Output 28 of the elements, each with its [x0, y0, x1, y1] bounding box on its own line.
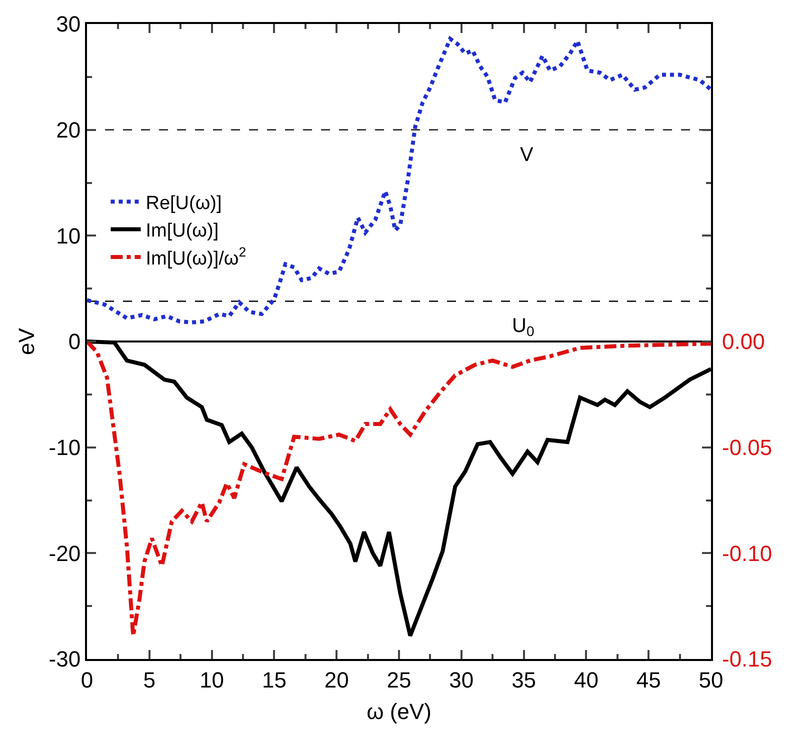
- y2-tick-label: -0.05: [722, 435, 772, 460]
- y-tick-label: -30: [48, 646, 81, 672]
- y-tick-label: 30: [56, 12, 81, 37]
- x-tick-label: 20: [324, 667, 349, 692]
- y2-tick-label: 0.00: [722, 329, 765, 354]
- x-tick-label: 10: [200, 667, 224, 692]
- legend-label: Re[U(ω)]: [146, 193, 222, 214]
- legend-label: Im[U(ω)]/ω$^{2}$: [146, 244, 246, 270]
- x-tick-label: 35: [512, 667, 536, 692]
- y-tick-label: -20: [48, 540, 81, 566]
- ref-line-label: V: [520, 144, 534, 166]
- y2-tick-label: -0.10: [722, 540, 772, 566]
- legend-label: Im[U(ω)]: [146, 220, 219, 242]
- x-axis-title: ω (eV): [366, 698, 432, 724]
- ref-line-label: U$_{0}$: [512, 315, 534, 340]
- x-tick-label: 50: [698, 667, 724, 692]
- x-tick-label: 40: [574, 667, 598, 692]
- x-tick-label: 30: [449, 667, 474, 692]
- x-tick-label: 25: [386, 667, 412, 692]
- x-tick-label: 45: [636, 667, 661, 692]
- y-tick-label: 0: [68, 329, 81, 354]
- x-tick-label: 5: [143, 667, 156, 692]
- x-tick-label: 15: [262, 667, 286, 692]
- y-tick-label: 20: [56, 118, 81, 143]
- y2-tick-label: -0.15: [722, 646, 772, 672]
- y-axis-title: eV: [14, 328, 40, 355]
- y-tick-label: 10: [56, 223, 81, 248]
- y-tick-label: -10: [48, 435, 81, 460]
